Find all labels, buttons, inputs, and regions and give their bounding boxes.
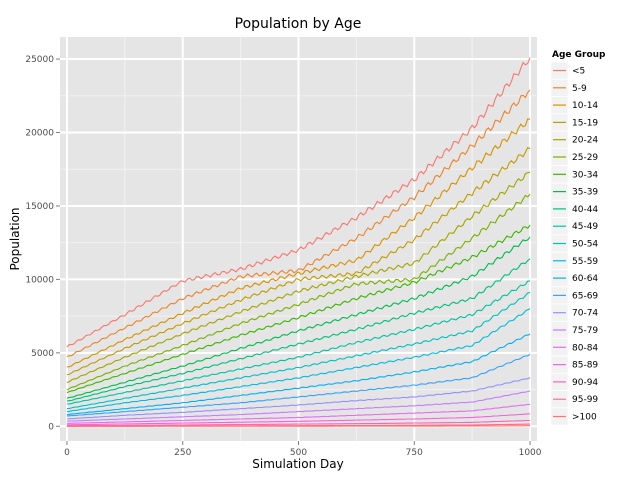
series-line (66, 89, 531, 358)
series-line (66, 377, 531, 420)
legend-label: 45-49 (572, 222, 598, 232)
legend-label: 30-34 (572, 170, 598, 180)
legend-label: 20-24 (572, 136, 598, 146)
legend-label: 65-69 (572, 291, 598, 301)
series-line (66, 308, 531, 413)
y-tick-label: 10000 (25, 275, 54, 285)
series-line (66, 413, 531, 426)
x-tick-label: 750 (406, 448, 423, 458)
series-line (66, 171, 531, 384)
series-line (66, 258, 531, 402)
legend-label: 40-44 (572, 205, 598, 215)
legend-label: 15-19 (572, 118, 598, 128)
series-line (66, 280, 531, 405)
series-lines (66, 57, 531, 427)
legend-label: 60-64 (572, 274, 598, 284)
legend-label: >100 (572, 413, 597, 423)
legend-label: 35-39 (572, 188, 598, 198)
chart-title: Population by Age (235, 16, 362, 32)
legend-title: Age Group (552, 50, 606, 60)
series-line (66, 236, 531, 399)
series-line (66, 333, 531, 416)
legend-label: 10-14 (572, 101, 598, 111)
series-line (66, 146, 531, 376)
y-tick-label: 0 (48, 422, 54, 432)
x-axis-title: Simulation Day (252, 457, 343, 471)
legend-label: 25-29 (572, 153, 598, 163)
legend-label: 50-54 (572, 240, 598, 250)
x-tick-label: 250 (174, 448, 191, 458)
series-line (66, 390, 531, 422)
y-tick-label: 25000 (25, 55, 54, 65)
series-line (66, 425, 531, 427)
legend-label: 95-99 (572, 395, 598, 405)
y-axis-ticks: 0 5000 10000 15000 20000 25000 (25, 55, 60, 432)
y-tick-label: 20000 (25, 128, 54, 138)
legend-label: 80-84 (572, 343, 598, 353)
series-line (66, 193, 531, 391)
legend-items: <5 5-9 10-14 15-19 20-24 25-29 30-34 35-39 40-44… (550, 61, 598, 426)
series-line (66, 403, 531, 424)
y-axis-title: Population (8, 207, 22, 270)
legend-label: 85-89 (572, 361, 598, 371)
x-axis-ticks: 0 250 500 750 1000 (64, 441, 542, 458)
x-tick-label: 500 (290, 448, 307, 458)
legend-label: 90-94 (572, 378, 598, 388)
series-line (66, 292, 531, 410)
legend-label: 55-59 (572, 257, 598, 267)
legend: Age Group <5 5-9 10-14 15-19 20-24 25-29 30-34… (550, 50, 606, 426)
y-tick-label: 5000 (31, 349, 54, 359)
series-line (66, 57, 531, 348)
series-line (66, 118, 531, 368)
legend-label: <5 (572, 67, 585, 77)
series-line (66, 224, 531, 394)
y-tick-label: 15000 (25, 202, 54, 212)
legend-label: 75-79 (572, 326, 598, 336)
x-tick-label: 0 (64, 448, 70, 458)
x-tick-label: 1000 (519, 448, 542, 458)
legend-label: 5-9 (572, 84, 587, 94)
legend-label: 70-74 (572, 309, 598, 319)
series-line (66, 353, 531, 417)
series-line (66, 419, 531, 427)
